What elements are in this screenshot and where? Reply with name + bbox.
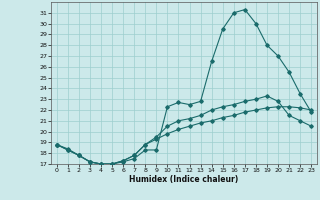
X-axis label: Humidex (Indice chaleur): Humidex (Indice chaleur) xyxy=(129,175,239,184)
